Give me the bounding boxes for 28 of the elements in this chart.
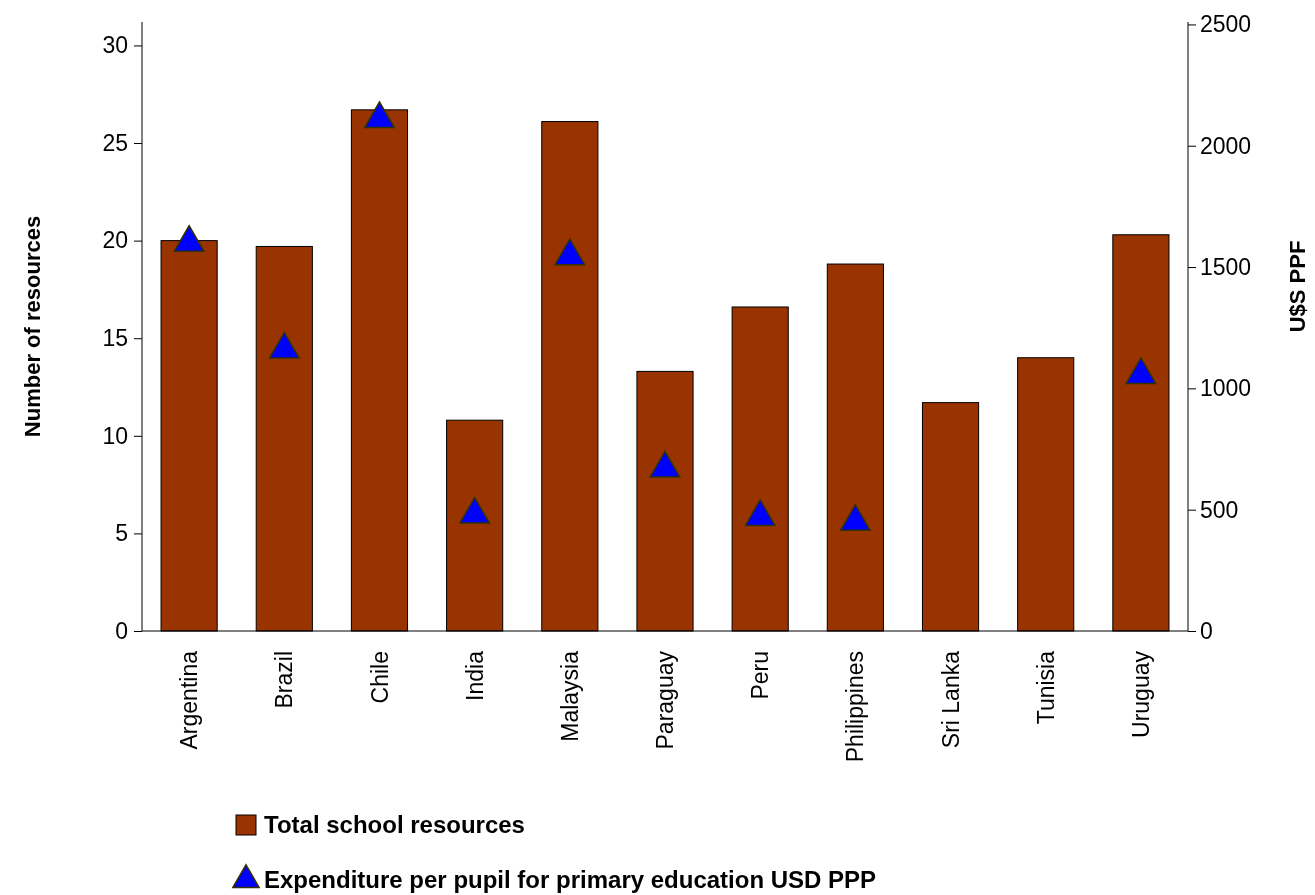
legend-label: Total school resources: [264, 811, 525, 839]
y-tick-label: 25: [102, 129, 128, 156]
y-tick-label: 0: [115, 617, 128, 644]
x-tick-label: Uruguay: [1127, 650, 1154, 738]
y2-tick-label: 0: [1200, 617, 1213, 644]
y-tick-label: 5: [115, 520, 128, 547]
y2-tick-label: 2500: [1200, 11, 1252, 38]
x-tick-label: Tunisia: [1032, 650, 1059, 725]
x-tick-label: Argentina: [176, 650, 203, 750]
x-tick-label: Sri Lanka: [937, 650, 964, 749]
x-tick-label: Chile: [366, 651, 393, 704]
y-tick-label: 30: [102, 32, 128, 59]
x-tick-label: Malaysia: [556, 650, 583, 742]
x-tick-label: Peru: [747, 651, 774, 700]
y2-tick-label: 500: [1200, 496, 1239, 523]
x-tick-label: Paraguay: [652, 650, 679, 750]
y2-tick-label: 1000: [1200, 375, 1252, 402]
y2-axis-title: U$S PPF: [1285, 240, 1310, 333]
y-axis-title: Number of resources: [20, 215, 45, 438]
x-tick-label: India: [461, 650, 488, 701]
x-tick-label: Philippines: [842, 651, 869, 763]
y-tick-label: 20: [102, 227, 128, 254]
y-tick-label: 15: [102, 325, 128, 352]
legend-label: Expenditure per pupil for primary education USD PPP: [264, 866, 877, 894]
y2-tick-label: 1500: [1200, 253, 1252, 280]
x-tick-label: Brazil: [271, 651, 298, 709]
y-tick-label: 10: [102, 422, 128, 449]
y2-tick-label: 2000: [1200, 132, 1252, 159]
